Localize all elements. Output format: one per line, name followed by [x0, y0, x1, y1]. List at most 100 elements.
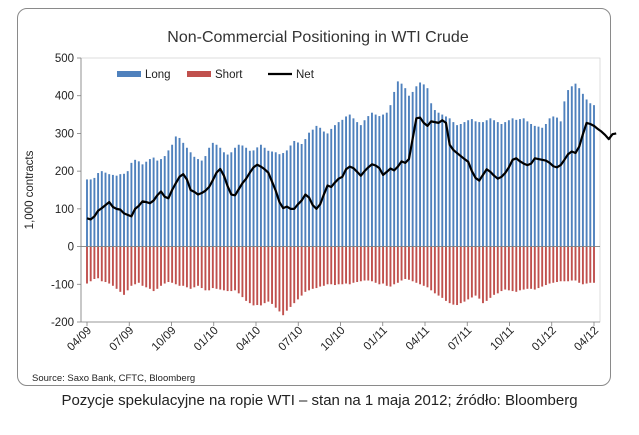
long-bar: [359, 125, 362, 247]
short-bar: [482, 246, 484, 304]
long-bar: [337, 122, 340, 247]
long-bar: [182, 142, 185, 247]
legend: Long Short Net: [117, 69, 315, 81]
short-bar: [363, 246, 366, 281]
short-bar: [282, 246, 285, 316]
long-bar: [308, 132, 310, 247]
long-bar: [589, 103, 592, 247]
long-bar: [511, 118, 514, 247]
long-bar: [363, 120, 366, 247]
long-bar: [441, 114, 444, 247]
short-bar: [544, 246, 547, 286]
figure-caption: Pozycje spekulacyjne na ropie WTI – stan…: [61, 392, 578, 409]
short-bar: [137, 246, 140, 283]
long-bar: [197, 159, 199, 247]
short-bar: [215, 246, 218, 289]
legend-label: Long: [145, 69, 171, 81]
short-bar: [459, 246, 462, 304]
short-bar: [89, 246, 92, 282]
long-bar: [193, 156, 196, 247]
short-bar: [585, 246, 588, 284]
short-bar: [311, 246, 314, 289]
short-bar: [285, 246, 288, 311]
long-bar: [178, 137, 181, 247]
short-bar: [426, 246, 429, 288]
short-bar: [589, 246, 592, 283]
long-bar: [574, 83, 577, 247]
short-bar: [315, 246, 318, 289]
long-bar: [263, 147, 266, 247]
y-axis: 500 400 300 200 100 0 -100 -200: [51, 53, 82, 329]
long-bar: [578, 88, 581, 247]
short-bar: [308, 246, 310, 291]
long-bar: [544, 124, 547, 247]
short-bar: [174, 246, 177, 285]
short-bar: [374, 246, 377, 283]
short-bar: [352, 246, 355, 283]
long-bar: [219, 147, 222, 247]
short-bar: [304, 246, 307, 292]
short-bar: [526, 246, 529, 289]
long-bar: [252, 150, 255, 247]
short-bar: [430, 246, 433, 291]
short-bar: [200, 246, 203, 289]
long-bar: [126, 171, 129, 247]
long-bar: [478, 122, 481, 247]
long-bar: [400, 83, 403, 247]
short-bar: [152, 246, 155, 292]
long-bar: [160, 159, 162, 247]
short-bar: [559, 246, 562, 282]
long-bar: [367, 116, 370, 247]
short-bar: [367, 246, 370, 281]
short-bar: [111, 246, 114, 286]
long-bar: [433, 110, 436, 247]
long-bar: [389, 105, 392, 247]
long-bar: [559, 121, 562, 247]
long-bar: [319, 127, 322, 247]
short-bar: [485, 246, 488, 301]
long-bar: [448, 118, 451, 247]
short-bar: [222, 246, 225, 291]
long-bar: [237, 144, 240, 247]
x-axis: 04/09 07/09 10/09 01/10 04/10 07/10 10/10 01/11…: [65, 321, 601, 354]
short-bar: [408, 246, 410, 280]
long-bar: [341, 119, 344, 247]
x-tick-label: 01/12: [530, 325, 559, 354]
short-bar: [193, 246, 196, 288]
short-bar: [448, 246, 451, 304]
long-bar: [248, 150, 251, 247]
chart-title: Non-Commercial Positioning in WTI Crude: [167, 29, 469, 46]
short-bar: [248, 246, 251, 304]
long-bar: [267, 150, 270, 247]
long-bar: [459, 124, 462, 247]
long-bar: [437, 112, 440, 247]
long-bar: [230, 152, 233, 247]
short-bar: [278, 246, 281, 312]
long-bar: [496, 122, 499, 247]
short-bar: [533, 246, 536, 290]
short-bar: [189, 246, 192, 289]
y-tick-label: 200: [55, 166, 74, 178]
short-bar: [452, 246, 455, 305]
short-bar: [489, 246, 492, 298]
short-bar: [252, 246, 255, 306]
long-bar: [345, 116, 347, 247]
short-bar: [552, 246, 555, 283]
x-tick-label: 01/10: [192, 325, 221, 354]
short-bar: [296, 246, 299, 300]
short-bar: [293, 246, 296, 304]
short-bar: [519, 246, 521, 291]
short-bar: [130, 246, 133, 286]
short-bar: [371, 246, 373, 282]
short-bar: [356, 246, 359, 283]
long-bar: [445, 116, 447, 247]
short-bar: [522, 246, 525, 290]
short-bar: [567, 246, 570, 282]
short-bar: [456, 246, 459, 306]
long-bar: [463, 122, 466, 247]
short-legend-swatch: [187, 71, 211, 77]
short-bar: [141, 246, 144, 286]
short-bar: [511, 246, 514, 292]
long-bar: [585, 99, 588, 247]
long-bar: [104, 172, 107, 247]
